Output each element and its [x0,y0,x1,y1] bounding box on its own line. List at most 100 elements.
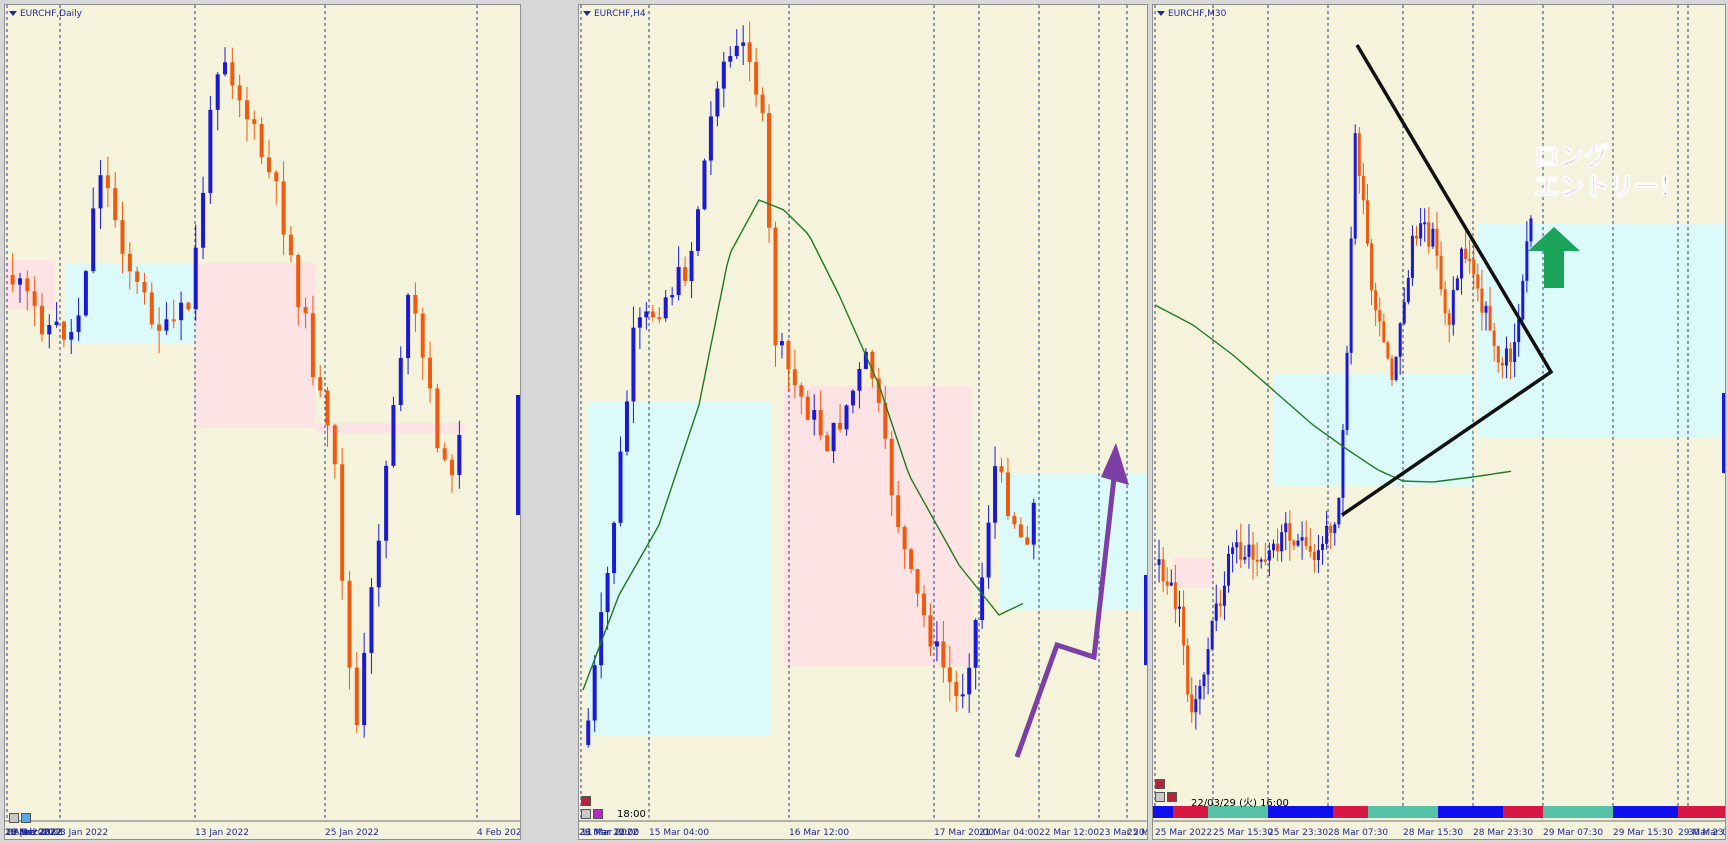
candle-body [17,278,22,285]
candle-body [1468,258,1472,261]
candle-body [135,271,140,282]
chart-color-button[interactable] [593,809,603,819]
chart-dropdown-icon[interactable] [583,11,591,16]
candle-body [76,315,81,332]
chart-minus-button[interactable] [581,796,591,806]
candle-body [1012,515,1017,525]
candle-body [1365,200,1369,244]
sell-zone [1173,558,1213,588]
scroll-marker [1722,393,1725,473]
candle-body [1443,289,1447,314]
candle-body [186,302,191,310]
chart-dropdown-icon[interactable] [9,11,17,16]
candle-body [442,448,447,460]
candle-body [1255,559,1259,562]
time-axis-label: 23 Mar 20:00 [1099,828,1148,838]
chart-title-m30[interactable]: EURCHF,M30 [1157,9,1226,19]
candle-body [281,181,286,235]
candle-body [1525,241,1529,281]
sell-zone [195,263,315,428]
candle-body [1198,686,1202,700]
candle-body [201,192,206,248]
candle-body [947,667,952,682]
candle-body [773,227,778,346]
candle-body [831,422,836,452]
candle-body [25,278,30,292]
candle-body [61,321,66,340]
candle-body [149,292,154,325]
time-axis-label: 29 Mar 20:00 [579,828,639,838]
candle-body [799,385,804,397]
candle-body [883,402,888,439]
session-bar-segment [1613,806,1678,818]
candle-body [1005,472,1010,516]
candle-body [1406,277,1410,303]
candle-body [857,368,862,391]
candle-body [1316,550,1320,561]
candle-body [1304,537,1308,546]
candle-body [1218,603,1222,606]
chart-dropdown-icon[interactable] [1157,11,1165,16]
session-bar-segment [1173,806,1208,818]
price-chart-h4[interactable]: 11 Mar 2022 15 Mar 04:00 16 Mar 12:00 17 Ma… [579,5,1148,840]
candle-body [354,667,359,726]
candle-body [1222,585,1226,606]
candle-body [721,61,726,89]
chart-window-h4[interactable]: 11 Mar 2022 15 Mar 04:00 16 Mar 12:00 17 Ma… [578,4,1148,840]
candle-body [1296,540,1300,546]
candle-body [288,234,293,256]
chart-mode-button[interactable] [9,813,19,823]
chart-title-h4[interactable]: EURCHF,H4 [583,9,646,19]
candle-body [237,85,242,101]
candle-body [1500,362,1504,366]
candle-body [1378,310,1382,322]
candle-body [1496,345,1500,363]
candle-body [1214,603,1218,621]
candle-body [1349,238,1353,353]
candle-body [708,116,713,161]
chart-color-button[interactable] [21,813,31,823]
candle-body [1517,319,1521,343]
candle-body [993,466,998,523]
session-bar-segment [1268,806,1333,818]
candle-body [1157,559,1161,565]
candle-body [362,652,367,726]
candle-body [296,255,301,307]
candle-body [1451,290,1455,325]
candle-body [1435,228,1439,256]
up-arrow-icon [1528,227,1580,288]
candle-body [318,377,323,391]
session-bar-segment [1333,806,1368,818]
candle-body [1325,525,1329,544]
candle-body [1251,544,1255,560]
candle-body [941,641,946,668]
candle-body [450,459,455,476]
chart-color-button[interactable] [1167,792,1177,802]
candle-body [1361,175,1365,201]
time-marker-h4: 18:00 [617,809,646,820]
chart-window-m30[interactable]: 25 Mar 2022 25 Mar 15:30 25 Mar 23:30 28 Ma… [1152,4,1726,840]
time-axis-label: 29 Mar 07:30 [1543,828,1603,838]
chart-window-daily[interactable]: 22 Dec 2021 3 Jan 2022 13 Jan 2022 25 Jan 2… [4,4,521,840]
time-axis-label: 28 Mar 07:30 [1328,828,1388,838]
candle-body [760,94,765,114]
candle-body [208,109,213,193]
candle-body [1288,523,1292,541]
candle-body [1476,274,1480,289]
chart-mode-button[interactable] [581,809,591,819]
candle-body [670,295,675,298]
candle-body [637,317,642,328]
candle-body [650,311,655,318]
scroll-marker [516,395,520,515]
candle-body [171,319,176,322]
candle-body [340,464,345,581]
chart-title-daily[interactable]: EURCHF,Daily [9,9,82,19]
candle-body [1202,674,1206,687]
chart-minus-button[interactable] [1155,779,1165,789]
chart-mode-button[interactable] [1155,792,1165,802]
time-axis-label: 25 Mar 23:30 [1268,828,1328,838]
candle-body [1353,133,1357,239]
candle-body [605,573,610,613]
